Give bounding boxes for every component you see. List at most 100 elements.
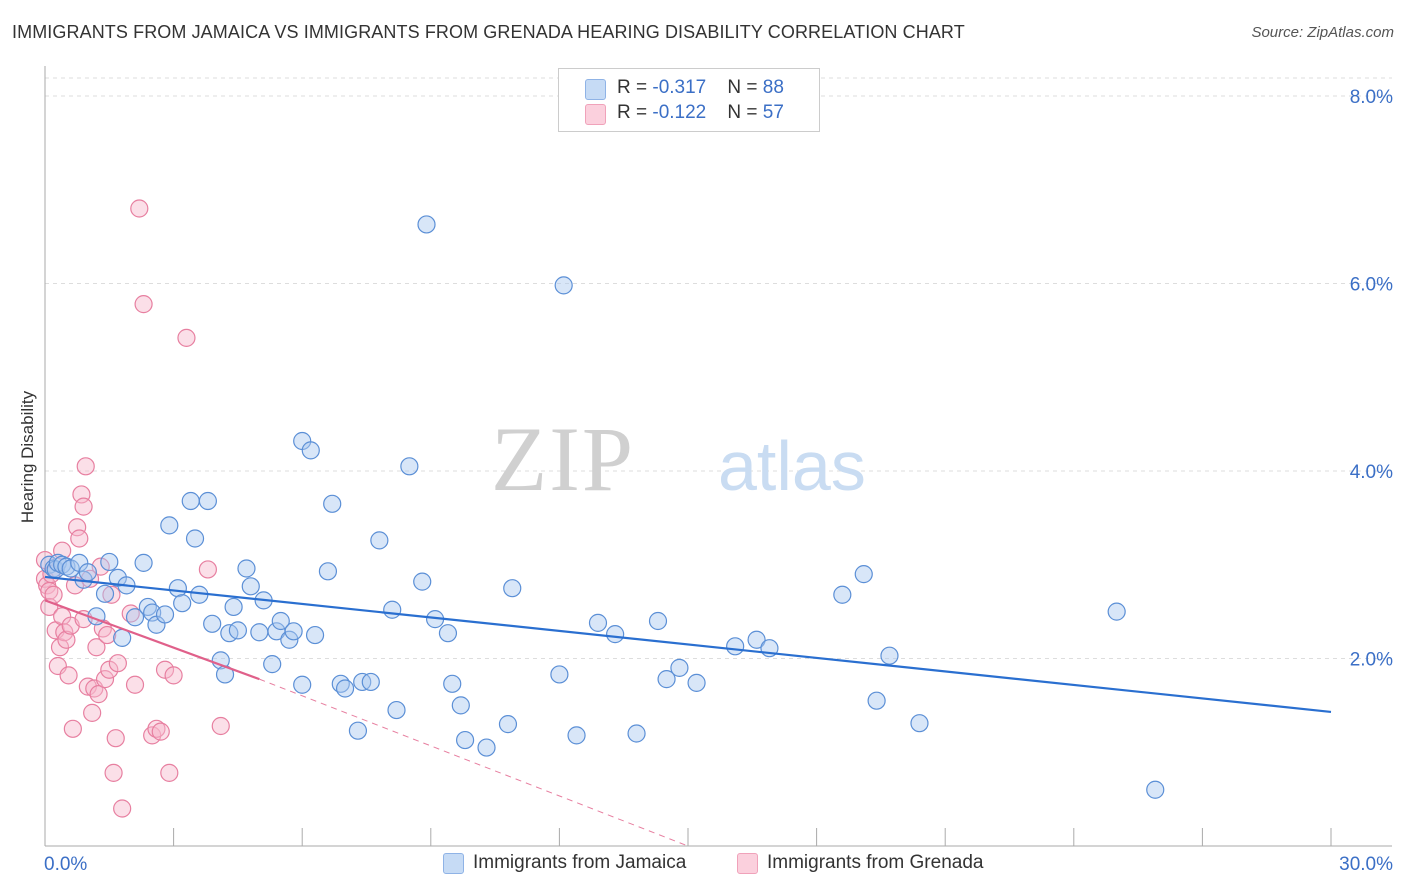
jamaica-point xyxy=(588,613,608,632)
grenada-point xyxy=(177,328,196,347)
trend-layer xyxy=(44,575,1332,847)
grenada-point xyxy=(102,585,121,604)
grenada-point xyxy=(59,666,78,685)
y-axis-label: Hearing Disability xyxy=(18,390,37,524)
jamaica-point xyxy=(168,579,187,598)
jamaica-point xyxy=(477,738,496,757)
grenada-trend-extension xyxy=(259,678,689,847)
jamaica-point xyxy=(648,611,668,631)
jamaica-point xyxy=(280,630,299,649)
watermark-atlas: atlas xyxy=(718,427,866,505)
grenada-point xyxy=(89,685,108,704)
jamaica-point xyxy=(241,577,260,596)
jamaica-point xyxy=(335,679,355,698)
jamaica-point xyxy=(305,625,325,645)
chart-title: IMMIGRANTS FROM JAMAICA VS IMMIGRANTS FR… xyxy=(12,22,965,42)
jamaica-point xyxy=(867,691,886,710)
jamaica-point xyxy=(348,721,368,740)
jamaica-point xyxy=(160,516,179,535)
jamaica-point xyxy=(237,559,256,578)
jamaica-point xyxy=(284,622,303,641)
jamaica-point xyxy=(438,624,458,643)
grenada-point xyxy=(98,625,117,645)
grenada-point xyxy=(63,719,82,738)
jamaica-point xyxy=(125,608,145,627)
jamaica-point xyxy=(747,630,766,649)
jamaica-point xyxy=(181,491,200,511)
jamaica-point xyxy=(854,565,873,584)
legend-text-grenada: R = -0.122 N = 57 xyxy=(617,102,784,123)
jamaica-point xyxy=(413,572,432,591)
jamaica-point xyxy=(670,658,689,677)
grenada-point xyxy=(108,654,127,673)
jamaica-point xyxy=(134,553,153,572)
jamaica-point xyxy=(228,621,247,640)
jamaica-trend-line xyxy=(44,575,1332,714)
jamaica-point xyxy=(361,672,380,692)
jamaica-point xyxy=(498,715,518,734)
bottom-legend-label-jamaica: Immigrants from Jamaica xyxy=(473,852,687,873)
jamaica-point xyxy=(387,700,406,720)
y-tick-label: 6.0% xyxy=(1350,275,1393,296)
grenada-point xyxy=(68,518,87,537)
grenada-point xyxy=(95,670,115,689)
jamaica-point xyxy=(443,674,462,693)
jamaica-point xyxy=(100,552,119,572)
grenada-point xyxy=(125,675,145,694)
bottom-legend-swatch-grenada xyxy=(737,853,758,874)
grenada-point xyxy=(134,295,153,314)
jamaica-point xyxy=(417,215,436,234)
grenada-point xyxy=(83,703,102,722)
jamaica-point xyxy=(78,563,97,582)
x-tick-label-min: 0.0% xyxy=(44,854,87,875)
source-label: Source: ZipAtlas.com xyxy=(1251,24,1394,41)
jamaica-point xyxy=(687,673,706,692)
jamaica-point xyxy=(173,594,192,613)
jamaica-point xyxy=(451,696,470,715)
jamaica-point xyxy=(554,276,573,295)
grenada-point xyxy=(130,199,149,218)
jamaica-point xyxy=(833,585,852,604)
correlation-legend: R = -0.317 N = 88 R = -0.122 N = 57 xyxy=(558,68,820,132)
grenada-point xyxy=(198,560,217,579)
jamaica-point xyxy=(155,605,175,624)
jamaica-point xyxy=(301,441,320,460)
legend-swatch-jamaica xyxy=(585,79,606,100)
legend-swatch-grenada xyxy=(585,104,606,125)
jamaica-point xyxy=(455,730,475,750)
jamaica-point xyxy=(400,457,419,476)
jamaica-point xyxy=(271,611,290,631)
grenada-point xyxy=(113,799,132,818)
grenada-point xyxy=(87,638,106,657)
jamaica-point xyxy=(657,670,676,689)
series-grenada-points xyxy=(35,199,230,818)
y-tick-label: 8.0% xyxy=(1350,87,1393,108)
jamaica-point xyxy=(224,597,243,617)
watermark: ZIP atlas xyxy=(491,408,866,510)
jamaica-point xyxy=(1146,780,1165,799)
jamaica-point xyxy=(95,584,115,603)
grenada-point xyxy=(106,729,125,748)
jamaica-point xyxy=(550,665,569,684)
grenada-point xyxy=(76,457,95,476)
series-jamaica-points xyxy=(40,215,1165,799)
jamaica-point xyxy=(293,675,312,694)
grenada-point xyxy=(55,623,74,642)
y-tick-label: 4.0% xyxy=(1350,462,1393,483)
jamaica-point xyxy=(323,494,342,513)
jamaica-point xyxy=(1107,602,1126,621)
tick-labels: 2.0% 4.0% 6.0% 8.0% 0.0% 30.0% xyxy=(44,87,1393,875)
grenada-point xyxy=(164,666,183,685)
jamaica-point xyxy=(503,579,522,598)
jamaica-point xyxy=(567,726,586,745)
grenada-point xyxy=(151,722,170,741)
jamaica-point xyxy=(627,724,646,743)
jamaica-point xyxy=(185,529,205,548)
legend-text-jamaica: R = -0.317 N = 88 xyxy=(617,77,784,98)
y-tick-label: 2.0% xyxy=(1350,650,1393,671)
watermark-zip: ZIP xyxy=(491,408,635,510)
jamaica-point xyxy=(910,714,929,733)
jamaica-point xyxy=(726,637,745,656)
jamaica-point xyxy=(880,646,899,665)
